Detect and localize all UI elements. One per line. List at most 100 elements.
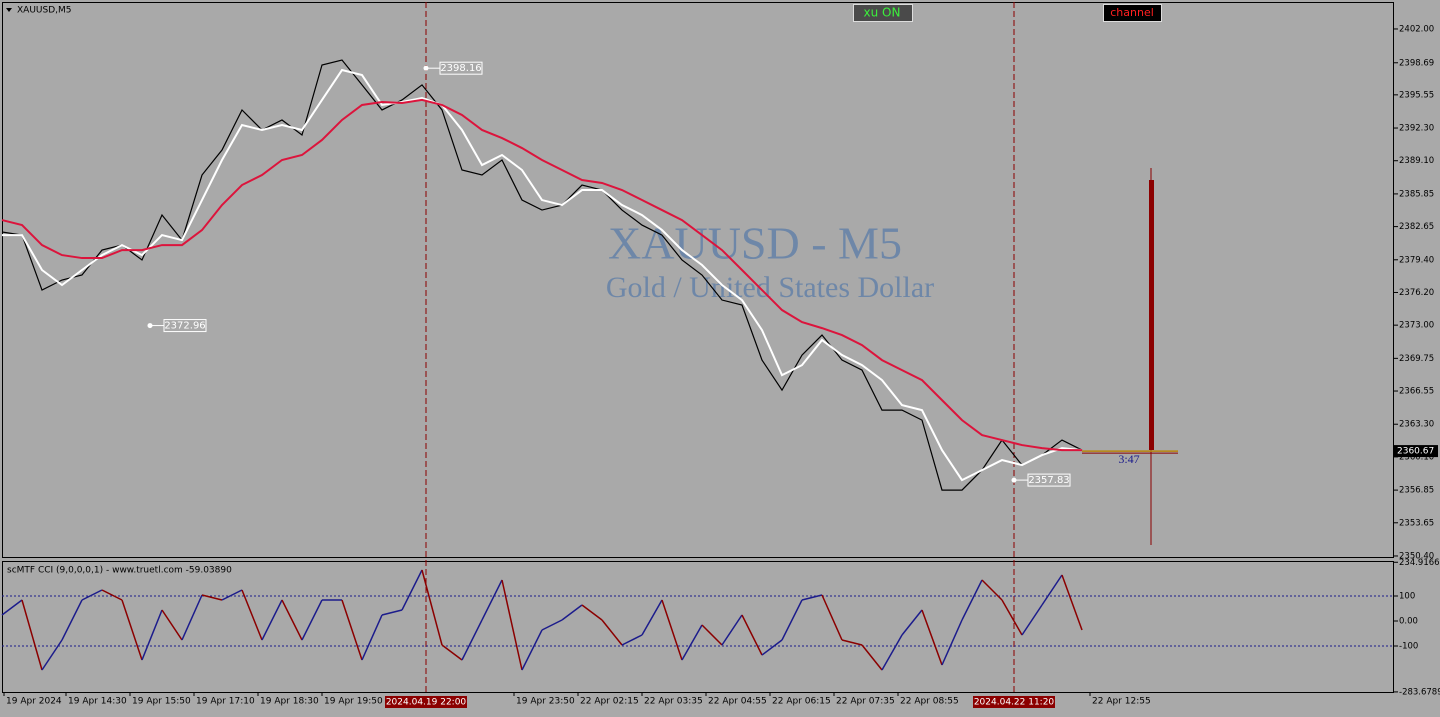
- x-tick-label: 22 Apr 08:55: [900, 697, 959, 707]
- indicator-segment: [261, 599, 283, 641]
- button-box[interactable]: [1103, 4, 1162, 22]
- y-tick-label: 2369.75: [1399, 354, 1434, 364]
- x-tick-label: 19 Apr 14:30: [68, 697, 127, 707]
- indicator-segment: [281, 599, 303, 641]
- indicator-segment: [961, 579, 983, 621]
- indicator-segment: [721, 614, 743, 646]
- indicator-segment: [841, 639, 863, 646]
- y-tick-label: 2402.00: [1399, 24, 1434, 34]
- y-tick-label: 2385.85: [1399, 189, 1434, 199]
- y-tick-label: 2366.55: [1399, 387, 1434, 397]
- indicator-segment: [21, 599, 43, 671]
- indicator-segment: [61, 599, 83, 641]
- button-box[interactable]: [853, 4, 913, 22]
- indicator-segment: [801, 594, 823, 601]
- indicator-title: scMTF CCI (9,0,0,0,1) - www.truetl.com -…: [7, 566, 232, 576]
- indicator-segment: [441, 644, 463, 661]
- indicator-segment: [41, 639, 63, 671]
- indicator-segment: [81, 589, 103, 601]
- indicator-segment: [241, 589, 263, 641]
- indicator-segment: [781, 599, 803, 641]
- channel-bar: [1149, 180, 1154, 450]
- x-tick-label: 22 Apr 03:35: [644, 697, 703, 707]
- x-tick-label: 22 Apr 04:55: [708, 697, 767, 707]
- indicator-segment: [361, 614, 383, 661]
- separator-label-box: [385, 696, 467, 708]
- indicator-segment: [861, 644, 883, 671]
- indicator-segment: [641, 599, 663, 636]
- channel-button[interactable]: channel: [1103, 4, 1162, 22]
- indicator-segment: [381, 609, 403, 616]
- price-label-box: [163, 319, 207, 333]
- button-label[interactable]: channel: [1110, 6, 1154, 19]
- price-line: [2, 68, 1083, 482]
- indicator-segment: [301, 599, 323, 641]
- x-tick-label: 19 Apr 15:50: [132, 697, 191, 707]
- separator-label: 2024.04.19 22:00: [386, 698, 467, 708]
- y-tick-label: 2350.40: [1399, 551, 1434, 561]
- indicator-segment: [1021, 604, 1043, 636]
- indicator-segment: [981, 579, 1003, 601]
- indicator-segment: [221, 589, 243, 601]
- price-panel: [2, 2, 1394, 558]
- x-tick-label: 19 Apr 17:10: [196, 697, 255, 707]
- indicator-segment: [461, 619, 483, 661]
- x-tick-label: 19 Apr 2024: [6, 697, 62, 707]
- indicator-segment: [101, 589, 123, 601]
- indicator-segment: [481, 579, 503, 621]
- x-tick-label: 19 Apr 19:50: [324, 697, 383, 707]
- indicator-segment: [521, 629, 543, 671]
- y-tick-label: 2363.30: [1399, 420, 1434, 430]
- x-tick-label: 22 Apr 12:55: [1092, 697, 1151, 707]
- y-tick-label: 2389.10: [1399, 156, 1434, 166]
- x-tick-label: 22 Apr 02:15: [580, 697, 639, 707]
- price-label: 2372.96: [164, 321, 205, 332]
- indicator-panel: [2, 561, 1394, 693]
- last-price-box: [1394, 445, 1438, 458]
- price-label-box: [439, 61, 483, 75]
- bar-timer: 3:47: [1118, 452, 1139, 466]
- price-label: 2357.83: [1028, 475, 1069, 486]
- x-tick-label: 19 Apr 23:50: [516, 697, 575, 707]
- y-tick-label: 2356.85: [1399, 486, 1434, 496]
- indicator-segment: [741, 614, 763, 656]
- indicator-segment: [1061, 574, 1083, 631]
- y-tick-label: 2353.65: [1399, 518, 1434, 528]
- y-tick-label: -100: [1399, 642, 1418, 652]
- indicator-segment: [921, 609, 943, 666]
- price-label-box: [1027, 473, 1071, 487]
- indicator-segment: [161, 609, 183, 641]
- y-tick-label: 2379.40: [1399, 255, 1434, 265]
- symbol: XAUUSD,M5: [17, 6, 72, 16]
- indicator-segment: [141, 609, 163, 661]
- indicator-segment: [761, 639, 783, 656]
- indicator-segment: [401, 569, 423, 611]
- price-label: 2398.16: [440, 63, 481, 74]
- indicator-segment: [661, 599, 683, 661]
- x-tick-label: 22 Apr 07:35: [836, 697, 895, 707]
- indicator-segment: [601, 619, 623, 646]
- indicator-segment: [121, 599, 143, 661]
- xu-button[interactable]: xu ON: [853, 4, 913, 22]
- indicator-segment: [901, 609, 923, 636]
- y-tick-label: 2398.69: [1399, 58, 1434, 68]
- y-tick-label: 2373.00: [1399, 321, 1434, 331]
- indicator-segment: [561, 604, 583, 621]
- symbol-arrow: [6, 8, 12, 12]
- indicator-segment: [581, 604, 603, 621]
- indicator-segment: [1, 599, 23, 616]
- indicator-segment: [821, 594, 843, 641]
- indicator-segment: [881, 634, 903, 671]
- button-label[interactable]: xu ON: [864, 6, 901, 20]
- indicator-segment: [541, 619, 563, 631]
- y-tick-label: 2392.30: [1399, 124, 1434, 134]
- indicator-segment: [341, 599, 363, 661]
- last-price-label: 2360.67: [1397, 447, 1434, 457]
- y-tick-label: -283.6789: [1399, 687, 1440, 697]
- indicator-segment: [681, 624, 703, 661]
- y-tick-label: 100: [1399, 592, 1415, 602]
- indicator-segment: [1041, 574, 1063, 606]
- separator-label-box: [973, 696, 1055, 708]
